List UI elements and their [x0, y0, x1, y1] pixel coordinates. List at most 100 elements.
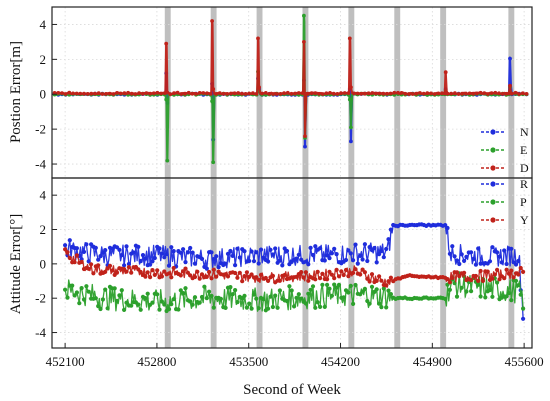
- bot-series-y-point: [384, 283, 389, 288]
- bot-series-r-point: [249, 249, 254, 254]
- top-series-d-point: [165, 90, 170, 95]
- bot-series-y-point: [204, 274, 209, 279]
- bot-series-r-point: [225, 251, 231, 256]
- bot-series-p-point: [377, 301, 382, 306]
- bot-series-p-point: [155, 292, 160, 297]
- top-series-d-point: [410, 92, 415, 96]
- top-series-d-point: [274, 92, 279, 96]
- bot-series-r-point: [450, 244, 455, 249]
- bot-series-p-point: [183, 286, 188, 291]
- bot-series-r-point: [473, 262, 478, 267]
- bot-series-y-point: [490, 276, 495, 281]
- top-series-d-point: [303, 134, 307, 139]
- bot-series-y-point: [103, 269, 108, 274]
- bot-series-p-point: [325, 282, 330, 287]
- bot-series-p-point: [513, 278, 519, 283]
- bot-series-r-point: [469, 250, 474, 255]
- bot-series-p-point: [299, 296, 304, 301]
- bot-series-p-point: [358, 292, 363, 297]
- top-series-d-point: [201, 91, 206, 95]
- bot-series-r-point: [131, 250, 136, 255]
- top-series-d-point: [500, 92, 505, 96]
- bot-series-r-point: [443, 223, 448, 228]
- bot-series-y-point: [114, 270, 120, 275]
- bot-series-r-point: [329, 251, 334, 256]
- bot-series-p-point: [188, 299, 193, 304]
- bottom-plot-frame: [51, 177, 533, 349]
- bot-series-r-point: [178, 250, 183, 255]
- top-series-d-point: [445, 91, 450, 96]
- bot-series-r-point: [188, 245, 193, 251]
- top-series-d-point: [440, 91, 444, 96]
- bot-series-y-point: [96, 263, 101, 268]
- bot-series-r-point: [228, 248, 233, 254]
- bot-series-p-point: [379, 305, 384, 310]
- top-series-d-point: [137, 91, 142, 96]
- top-series-d-point: [225, 92, 230, 96]
- bot-series-r-point: [388, 227, 393, 232]
- bot-series-y-point: [225, 274, 231, 279]
- bot-series-y-point: [277, 278, 282, 283]
- bot-series-y-point: [369, 272, 375, 277]
- top-series-d-point: [159, 91, 164, 96]
- top-series-e-point: [347, 97, 352, 102]
- bot-series-y-point: [266, 278, 271, 283]
- bot-series-p-point: [289, 288, 294, 293]
- bot-series-y-point: [473, 273, 478, 279]
- top-series-d-point: [436, 91, 441, 96]
- top-series-d-point: [524, 92, 529, 96]
- bot-series-y-point: [89, 262, 94, 267]
- bot-series-r-point: [379, 249, 384, 254]
- top-y-tick-label: 4: [40, 17, 47, 32]
- bot-series-r-point: [122, 263, 127, 268]
- bot-series-r-point: [452, 254, 457, 259]
- bot-series-r-point: [348, 251, 353, 256]
- bot-series-p-point: [197, 300, 202, 305]
- top-series-d-point: [349, 85, 353, 90]
- top-series-d-point: [208, 92, 213, 96]
- legend-p-marker: [490, 199, 496, 205]
- bot-series-y-point: [511, 275, 516, 280]
- top-series-d-point: [497, 91, 501, 96]
- top-series-d-point: [218, 91, 222, 95]
- bot-series-r-point: [67, 238, 72, 243]
- bot-series-y-point: [152, 272, 157, 277]
- x-axis-label: Second of Week: [243, 382, 341, 398]
- top-series-d-point: [309, 91, 314, 96]
- top-series-d-point: [129, 91, 134, 96]
- bot-series-p-point: [119, 288, 124, 293]
- bot-y-tick-label: 4: [40, 188, 47, 203]
- bot-series-r-point: [140, 253, 146, 258]
- top-series-d-point: [414, 91, 419, 96]
- top-series: [52, 13, 529, 165]
- top-series-d-point: [342, 91, 347, 95]
- top-series-d-point: [302, 40, 306, 44]
- bot-series-r-point: [268, 247, 273, 252]
- bot-series-r-point: [209, 250, 214, 255]
- bot-series-y-point: [313, 277, 318, 282]
- bot-series-y-point: [485, 269, 490, 274]
- bot-series-y-point: [72, 260, 77, 265]
- top-series-d-point: [172, 91, 176, 96]
- bot-series-r-point: [365, 258, 370, 264]
- bot-series-p-point: [98, 306, 103, 312]
- bot-series-p-point: [96, 304, 101, 309]
- bot-series-p-point: [516, 283, 521, 288]
- bot-series-y-point: [318, 276, 323, 281]
- bot-series-y-point: [353, 267, 358, 272]
- bot-series-y-point: [388, 275, 393, 280]
- top-y-tick-label: 2: [40, 52, 47, 67]
- bot-series-p-point: [157, 307, 162, 312]
- bot-series-r-point: [521, 316, 526, 321]
- bot-series-y-point: [199, 272, 205, 277]
- bot-series-p-point: [443, 296, 448, 301]
- top-series-d-point: [85, 92, 90, 96]
- top-series-d-point: [168, 92, 173, 96]
- bot-series-r-point: [516, 258, 521, 264]
- top-series-d-point: [100, 92, 105, 96]
- top-legend: NED: [481, 125, 529, 175]
- bot-series-p-point: [303, 301, 308, 306]
- bot-series-y-point: [244, 270, 249, 275]
- bot-series-p-point: [476, 282, 481, 287]
- bot-series-y-point: [339, 269, 344, 274]
